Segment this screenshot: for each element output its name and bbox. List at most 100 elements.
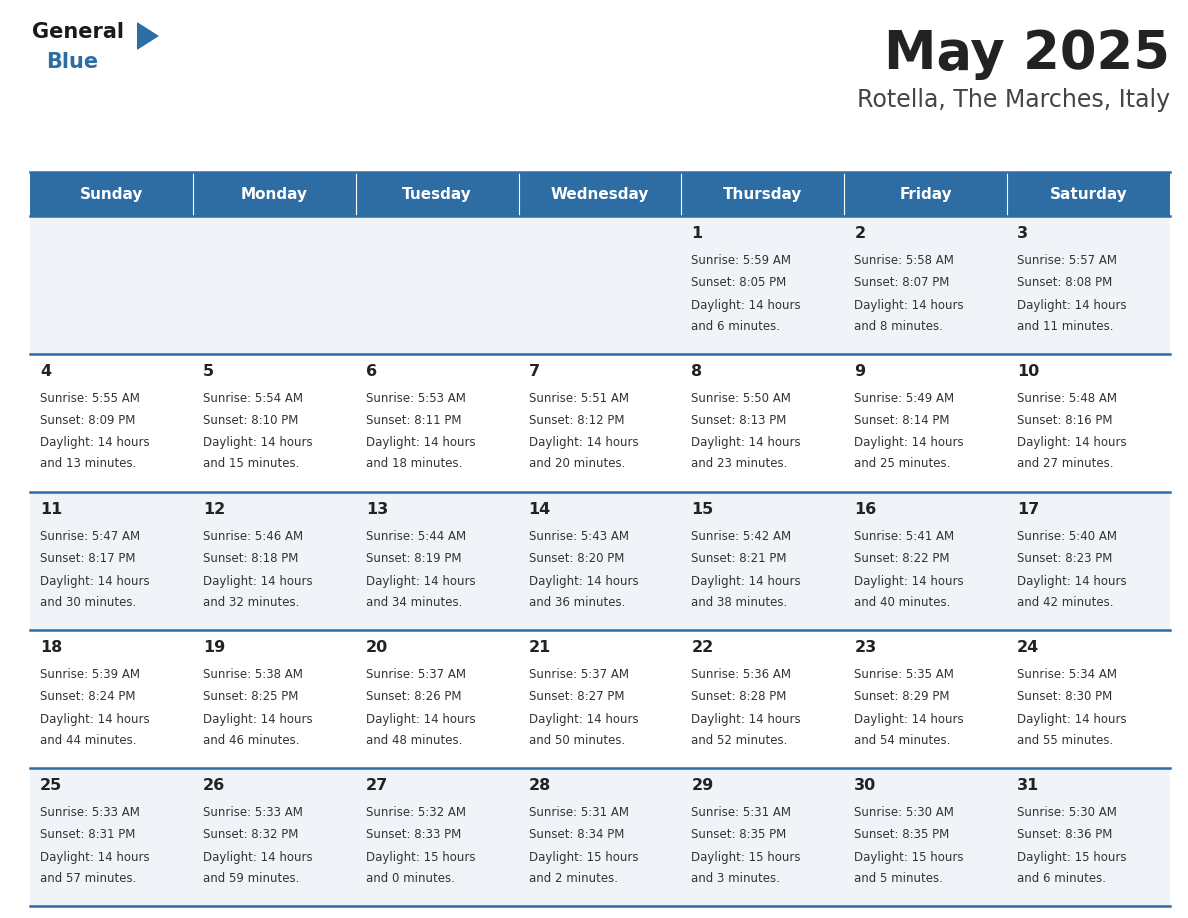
Bar: [30, 172, 192, 216]
Text: 31: 31: [1017, 778, 1040, 793]
Bar: [355, 216, 519, 354]
Text: Daylight: 14 hours: Daylight: 14 hours: [854, 712, 963, 725]
Text: Sunrise: 5:33 AM: Sunrise: 5:33 AM: [203, 805, 303, 819]
Text: Friday: Friday: [899, 186, 952, 201]
Text: Sunrise: 5:57 AM: Sunrise: 5:57 AM: [1017, 253, 1117, 266]
Text: Daylight: 14 hours: Daylight: 14 hours: [529, 575, 638, 588]
Text: Sunset: 8:11 PM: Sunset: 8:11 PM: [366, 414, 461, 427]
Bar: [682, 354, 845, 492]
Text: Sunset: 8:35 PM: Sunset: 8:35 PM: [854, 828, 949, 841]
Text: and 44 minutes.: and 44 minutes.: [40, 733, 137, 746]
Text: Sunrise: 5:51 AM: Sunrise: 5:51 AM: [529, 391, 628, 405]
Text: 11: 11: [40, 502, 62, 517]
Text: Sunset: 8:16 PM: Sunset: 8:16 PM: [1017, 414, 1113, 427]
Text: and 46 minutes.: and 46 minutes.: [203, 733, 299, 746]
Text: Sunrise: 5:31 AM: Sunrise: 5:31 AM: [529, 805, 628, 819]
Text: 9: 9: [854, 364, 865, 379]
Text: and 15 minutes.: and 15 minutes.: [203, 457, 299, 471]
Text: Sunrise: 5:37 AM: Sunrise: 5:37 AM: [529, 667, 628, 680]
Text: Sunrise: 5:53 AM: Sunrise: 5:53 AM: [366, 391, 466, 405]
Text: Daylight: 14 hours: Daylight: 14 hours: [854, 298, 963, 311]
Text: 4: 4: [40, 364, 51, 379]
Text: Sunset: 8:10 PM: Sunset: 8:10 PM: [203, 414, 298, 427]
Text: and 6 minutes.: and 6 minutes.: [691, 319, 781, 332]
Bar: [1007, 172, 1170, 216]
Text: 21: 21: [529, 640, 551, 655]
Text: Sunset: 8:09 PM: Sunset: 8:09 PM: [40, 414, 135, 427]
Text: and 13 minutes.: and 13 minutes.: [40, 457, 137, 471]
Text: 5: 5: [203, 364, 214, 379]
Text: and 27 minutes.: and 27 minutes.: [1017, 457, 1113, 471]
Text: Daylight: 14 hours: Daylight: 14 hours: [691, 436, 801, 450]
Text: Daylight: 14 hours: Daylight: 14 hours: [366, 436, 475, 450]
Bar: [192, 492, 355, 630]
Text: Sunset: 8:36 PM: Sunset: 8:36 PM: [1017, 828, 1112, 841]
Text: 18: 18: [40, 640, 62, 655]
Text: 20: 20: [366, 640, 388, 655]
Bar: [519, 630, 682, 768]
Bar: [845, 172, 1007, 216]
Text: Sunrise: 5:32 AM: Sunrise: 5:32 AM: [366, 805, 466, 819]
Bar: [1007, 630, 1170, 768]
Bar: [355, 172, 519, 216]
Bar: [682, 172, 845, 216]
Text: and 55 minutes.: and 55 minutes.: [1017, 733, 1113, 746]
Text: Sunrise: 5:35 AM: Sunrise: 5:35 AM: [854, 667, 954, 680]
Text: Daylight: 14 hours: Daylight: 14 hours: [529, 712, 638, 725]
Text: Sunrise: 5:41 AM: Sunrise: 5:41 AM: [854, 530, 954, 543]
Bar: [192, 216, 355, 354]
Text: Rotella, The Marches, Italy: Rotella, The Marches, Italy: [857, 88, 1170, 112]
Bar: [519, 216, 682, 354]
Text: 2: 2: [854, 226, 865, 241]
Text: Sunset: 8:29 PM: Sunset: 8:29 PM: [854, 690, 949, 703]
Text: Daylight: 15 hours: Daylight: 15 hours: [691, 850, 801, 864]
Text: Sunset: 8:18 PM: Sunset: 8:18 PM: [203, 552, 298, 565]
Text: 22: 22: [691, 640, 714, 655]
Bar: [192, 768, 355, 906]
Text: Sunset: 8:20 PM: Sunset: 8:20 PM: [529, 552, 624, 565]
Text: Daylight: 14 hours: Daylight: 14 hours: [40, 712, 150, 725]
Bar: [355, 354, 519, 492]
Polygon shape: [137, 22, 159, 50]
Bar: [519, 768, 682, 906]
Bar: [682, 216, 845, 354]
Text: Daylight: 14 hours: Daylight: 14 hours: [203, 575, 312, 588]
Bar: [192, 172, 355, 216]
Bar: [30, 354, 192, 492]
Text: Sunset: 8:07 PM: Sunset: 8:07 PM: [854, 276, 949, 289]
Text: and 38 minutes.: and 38 minutes.: [691, 596, 788, 609]
Text: Daylight: 15 hours: Daylight: 15 hours: [1017, 850, 1126, 864]
Text: and 8 minutes.: and 8 minutes.: [854, 319, 943, 332]
Text: 15: 15: [691, 502, 714, 517]
Text: Sunrise: 5:31 AM: Sunrise: 5:31 AM: [691, 805, 791, 819]
Text: Sunrise: 5:44 AM: Sunrise: 5:44 AM: [366, 530, 466, 543]
Text: Daylight: 14 hours: Daylight: 14 hours: [854, 436, 963, 450]
Text: and 0 minutes.: and 0 minutes.: [366, 871, 455, 885]
Text: and 34 minutes.: and 34 minutes.: [366, 596, 462, 609]
Text: Sunrise: 5:33 AM: Sunrise: 5:33 AM: [40, 805, 140, 819]
Text: Daylight: 14 hours: Daylight: 14 hours: [1017, 298, 1126, 311]
Text: Daylight: 14 hours: Daylight: 14 hours: [691, 298, 801, 311]
Text: 13: 13: [366, 502, 388, 517]
Text: Sunset: 8:14 PM: Sunset: 8:14 PM: [854, 414, 949, 427]
Text: Sunset: 8:22 PM: Sunset: 8:22 PM: [854, 552, 949, 565]
Bar: [682, 630, 845, 768]
Text: Daylight: 14 hours: Daylight: 14 hours: [854, 575, 963, 588]
Text: and 42 minutes.: and 42 minutes.: [1017, 596, 1113, 609]
Text: Monday: Monday: [241, 186, 308, 201]
Text: Sunday: Sunday: [80, 186, 143, 201]
Text: 23: 23: [854, 640, 877, 655]
Text: and 54 minutes.: and 54 minutes.: [854, 733, 950, 746]
Text: and 50 minutes.: and 50 minutes.: [529, 733, 625, 746]
Text: 27: 27: [366, 778, 388, 793]
Text: and 6 minutes.: and 6 minutes.: [1017, 871, 1106, 885]
Bar: [519, 172, 682, 216]
Bar: [845, 630, 1007, 768]
Bar: [845, 768, 1007, 906]
Text: Sunset: 8:23 PM: Sunset: 8:23 PM: [1017, 552, 1112, 565]
Text: and 23 minutes.: and 23 minutes.: [691, 457, 788, 471]
Text: 30: 30: [854, 778, 877, 793]
Text: Sunrise: 5:47 AM: Sunrise: 5:47 AM: [40, 530, 140, 543]
Text: Sunset: 8:27 PM: Sunset: 8:27 PM: [529, 690, 624, 703]
Text: 17: 17: [1017, 502, 1040, 517]
